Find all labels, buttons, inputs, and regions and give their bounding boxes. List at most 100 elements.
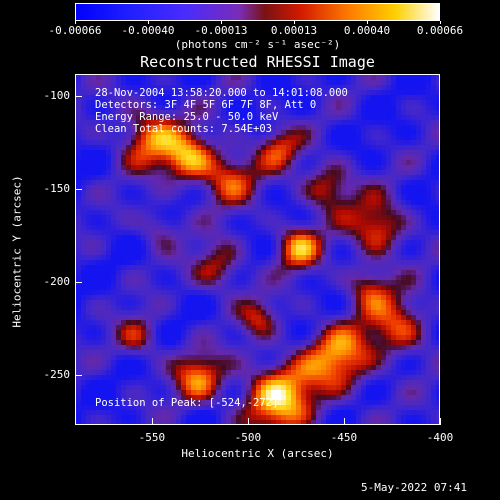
heatmap-cell <box>131 215 136 220</box>
heatmap-cell <box>216 190 221 195</box>
heatmap-cell <box>166 300 171 305</box>
heatmap-cell <box>326 160 331 165</box>
heatmap-cell <box>106 320 111 325</box>
heatmap-cell <box>76 405 81 410</box>
heatmap-cell <box>216 145 221 150</box>
heatmap-cell <box>371 195 376 200</box>
heatmap-cell <box>216 325 221 330</box>
heatmap-cell <box>256 195 261 200</box>
heatmap-cell <box>246 185 251 190</box>
heatmap-cell <box>91 345 96 350</box>
heatmap-cell <box>271 230 276 235</box>
heatmap-cell <box>251 300 256 305</box>
heatmap-cell <box>391 105 396 110</box>
heatmap-cell <box>391 220 396 225</box>
heatmap-cell <box>321 185 326 190</box>
heatmap-cell <box>256 95 261 100</box>
heatmap-cell <box>101 325 106 330</box>
heatmap-cell <box>246 215 251 220</box>
heatmap-cell <box>251 180 256 185</box>
heatmap-cell <box>411 365 416 370</box>
heatmap-cell <box>401 270 406 275</box>
heatmap-cell <box>351 85 356 90</box>
heatmap-cell <box>261 345 266 350</box>
heatmap-cell <box>106 285 111 290</box>
heatmap-cell <box>231 340 236 345</box>
heatmap-cell <box>276 195 281 200</box>
heatmap-cell <box>161 85 166 90</box>
heatmap-cell <box>421 270 426 275</box>
heatmap-cell <box>276 250 281 255</box>
heatmap-cell <box>316 85 321 90</box>
heatmap-cell <box>361 155 366 160</box>
heatmap-cell <box>281 185 286 190</box>
heatmap-cell <box>341 90 346 95</box>
heatmap-cell <box>206 395 211 400</box>
heatmap-cell <box>236 130 241 135</box>
heatmap-cell <box>351 400 356 405</box>
heatmap-cell <box>376 315 381 320</box>
heatmap-cell <box>286 365 291 370</box>
heatmap-cell <box>376 405 381 410</box>
heatmap-cell <box>256 245 261 250</box>
heatmap-cell <box>171 245 176 250</box>
heatmap-cell <box>186 200 191 205</box>
heatmap-cell <box>281 230 286 235</box>
heatmap-cell <box>186 370 191 375</box>
heatmap-cell <box>221 150 226 155</box>
heatmap-cell <box>396 375 401 380</box>
heatmap-cell <box>406 255 411 260</box>
heatmap-cell <box>226 350 231 355</box>
heatmap-cell <box>281 165 286 170</box>
heatmap-cell <box>351 255 356 260</box>
heatmap-cell <box>181 300 186 305</box>
heatmap-cell <box>396 320 401 325</box>
heatmap-cell <box>91 170 96 175</box>
heatmap-cell <box>176 300 181 305</box>
heatmap-cell <box>341 135 346 140</box>
heatmap-cell <box>371 285 376 290</box>
heatmap-cell <box>411 320 416 325</box>
heatmap-cell <box>411 75 416 80</box>
heatmap-cell <box>386 105 391 110</box>
heatmap-cell <box>281 300 286 305</box>
heatmap-cell <box>216 240 221 245</box>
heatmap-cell <box>391 320 396 325</box>
heatmap-cell <box>296 345 301 350</box>
heatmap-cell <box>236 400 241 405</box>
heatmap-cell <box>166 175 171 180</box>
heatmap-cell <box>81 210 86 215</box>
heatmap-cell <box>321 270 326 275</box>
heatmap-cell <box>326 365 331 370</box>
heatmap-cell <box>86 365 91 370</box>
heatmap-cell <box>426 395 431 400</box>
heatmap-cell <box>91 230 96 235</box>
heatmap-cell <box>391 365 396 370</box>
heatmap-cell <box>311 95 316 100</box>
heatmap-cell <box>176 340 181 345</box>
heatmap-cell <box>416 180 421 185</box>
heatmap-cell <box>366 165 371 170</box>
heatmap-cell <box>431 75 436 80</box>
heatmap-cell <box>416 380 421 385</box>
heatmap-cell <box>176 305 181 310</box>
heatmap-cell <box>296 350 301 355</box>
heatmap-cell <box>196 410 201 415</box>
heatmap-cell <box>161 235 166 240</box>
heatmap-cell <box>331 310 336 315</box>
heatmap-cell <box>111 115 116 120</box>
heatmap-cell <box>436 255 439 260</box>
heatmap-cell <box>206 325 211 330</box>
heatmap-cell <box>161 400 166 405</box>
heatmap-cell <box>111 90 116 95</box>
heatmap-cell <box>251 350 256 355</box>
heatmap-cell <box>276 375 281 380</box>
heatmap-cell <box>131 100 136 105</box>
heatmap-cell <box>86 235 91 240</box>
heatmap-cell <box>371 315 376 320</box>
heatmap-cell <box>371 220 376 225</box>
heatmap-cell <box>76 75 81 80</box>
heatmap-cell <box>171 130 176 135</box>
heatmap-cell <box>221 365 226 370</box>
heatmap-cell <box>416 400 421 405</box>
